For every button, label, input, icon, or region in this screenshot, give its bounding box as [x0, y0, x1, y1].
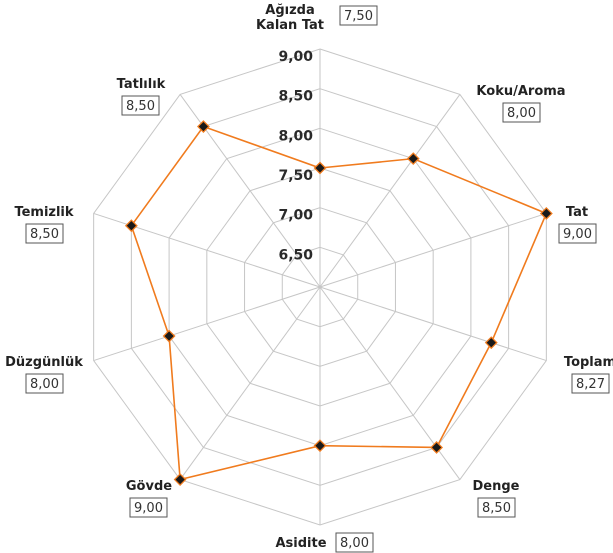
data-point-0	[313, 161, 327, 175]
axis-label-2: Tat	[566, 205, 588, 220]
data-point-3	[484, 336, 498, 350]
value-label-7: 8,00	[30, 377, 59, 392]
tick-label-1: 7,00	[278, 208, 313, 224]
axis-label-9: Tatlılık	[117, 77, 166, 92]
value-box-4	[477, 497, 516, 518]
value-box-1	[502, 102, 541, 123]
axis-label-0-line-1: Kalan Tat	[256, 18, 324, 33]
value-label-8: 8,50	[30, 227, 59, 242]
tick-label-3: 8,00	[278, 128, 313, 144]
data-point-1	[406, 152, 420, 166]
axis-label-5: Asidite	[275, 536, 326, 551]
tick-label-2: 7,50	[278, 168, 313, 184]
axis-label-7: Düzgünlük	[5, 355, 83, 370]
value-box-6	[129, 497, 168, 518]
tick-label-5: 9,00	[278, 49, 313, 65]
series-line	[130, 125, 548, 481]
value-label-0: 7,50	[344, 9, 373, 24]
axis-label-3: Toplam	[564, 355, 613, 370]
tick-label-0: 6,50	[278, 247, 313, 263]
data-point-4	[430, 441, 443, 454]
value-label-3: 8,27	[576, 377, 605, 392]
spoke-3	[319, 286, 547, 362]
axis-label-4: Denge	[473, 479, 520, 494]
data-point-6	[173, 473, 187, 486]
axis-label-8: Temizlik	[14, 205, 73, 220]
value-label-4: 8,50	[482, 501, 511, 516]
value-label-5: 8,00	[340, 536, 369, 551]
value-label-6: 9,00	[134, 501, 163, 516]
data-point-9	[197, 120, 210, 133]
value-box-8	[25, 223, 64, 244]
data-point-8	[124, 219, 138, 233]
axis-label-0-line-0: Ağızda	[265, 3, 314, 18]
radar-grid	[93, 48, 547, 526]
axis-label-6: Gövde	[126, 479, 172, 494]
spoke-6	[179, 286, 321, 480]
value-box-2	[558, 223, 597, 244]
value-box-9	[121, 95, 160, 116]
value-box-0	[339, 5, 378, 26]
data-point-5	[313, 439, 327, 453]
value-label-2: 9,00	[563, 227, 592, 242]
spoke-1	[319, 94, 461, 288]
value-box-5	[335, 532, 374, 553]
value-label-9: 8,50	[126, 99, 155, 114]
value-label-1: 8,00	[507, 106, 536, 121]
value-box-3	[571, 373, 610, 394]
data-point-7	[162, 329, 176, 343]
spoke-7	[93, 286, 321, 362]
value-box-7	[25, 373, 64, 394]
data-point-2	[539, 207, 553, 220]
axis-label-1: Koku/Aroma	[476, 84, 565, 99]
tick-label-4: 8,50	[278, 89, 313, 105]
radar-series	[124, 120, 553, 486]
radial-tick-labels: 6,50 7,00 7,50 8,00 8,50 9,00	[278, 49, 313, 263]
spoke-2	[319, 212, 547, 288]
